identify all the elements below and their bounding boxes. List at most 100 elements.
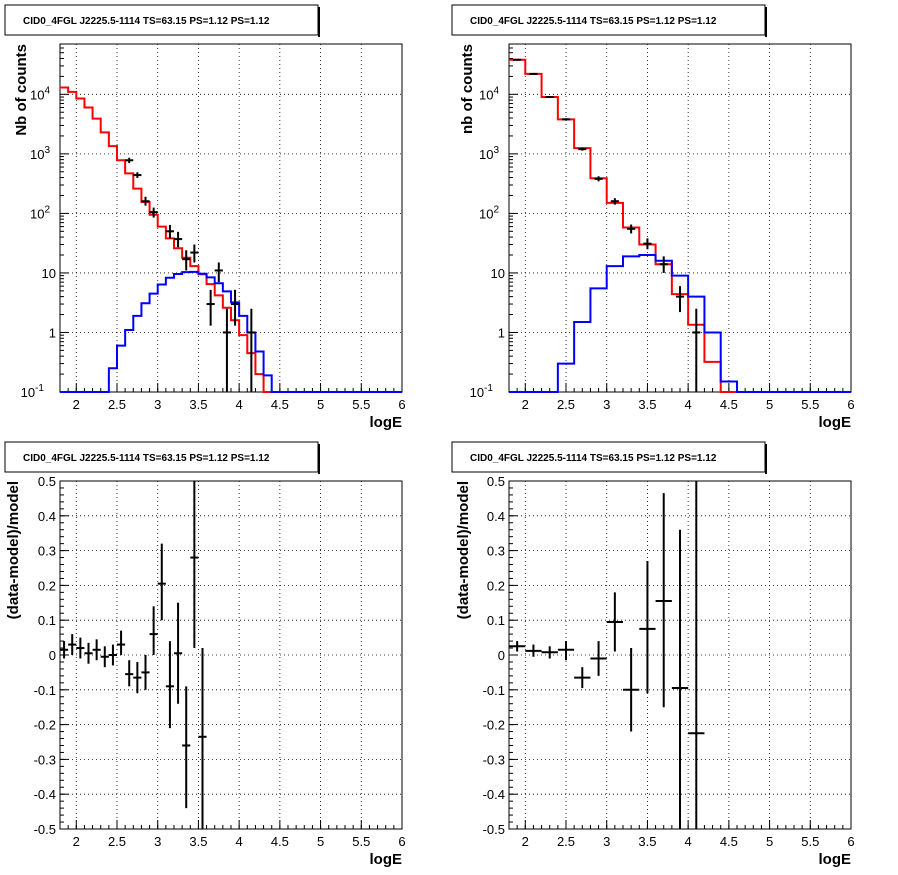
data-point: [60, 641, 69, 659]
x-tick-label: 3.5: [189, 834, 207, 849]
title-box: [4, 441, 319, 473]
x-tick-label: 4: [236, 397, 243, 412]
y-axis-label: Nb of counts: [13, 44, 30, 136]
y-tick-label: 102: [30, 204, 50, 221]
x-tick-label: 4.5: [271, 397, 289, 412]
x-tick-label: 4.5: [720, 834, 738, 849]
data-point: [639, 561, 656, 694]
chart-title: CID0_4FGL J2225.5-1114 TS=63.15 PS=1.12 …: [470, 453, 717, 464]
data-point: [675, 286, 685, 313]
data-point: [182, 250, 191, 271]
data-point: [108, 644, 117, 666]
plot-frame: [508, 43, 852, 393]
y-tick-label: -0.2: [483, 718, 505, 733]
title-box: [451, 441, 766, 473]
y-tick-label: 0.5: [487, 474, 505, 489]
chart-title: CID0_4FGL J2225.5-1114 TS=63.15 PS=1.12 …: [23, 453, 270, 464]
title-box: [451, 4, 766, 36]
data-point: [247, 308, 256, 392]
x-tick-label: 2: [522, 834, 529, 849]
data-point: [545, 96, 554, 99]
y-axis-label: nb of counts: [459, 44, 476, 134]
y-tick-label: 10: [491, 266, 505, 281]
y-tick-label: -0.3: [34, 752, 56, 767]
data-point: [541, 646, 558, 659]
x-tick-label: 5: [766, 397, 773, 412]
x-tick-label: 3: [154, 834, 161, 849]
data-point: [174, 231, 183, 248]
data-point: [100, 646, 109, 668]
data-point: [623, 648, 640, 732]
y-tick-label: -0.3: [483, 752, 505, 767]
y-tick-label: 104: [30, 85, 50, 102]
x-tick-label: 3.5: [638, 834, 656, 849]
x-tick-label: 6: [847, 397, 854, 412]
data-point: [182, 686, 191, 809]
y-tick-label: 10-1: [21, 383, 45, 400]
y-tick-label: 0.5: [38, 474, 56, 489]
x-tick-label: 2: [73, 397, 80, 412]
y-tick-label: 10-1: [470, 383, 494, 400]
title-box-shadow: [318, 7, 320, 37]
data-point: [165, 641, 174, 729]
title-box-shadow: [318, 444, 320, 474]
series-line-2: [60, 270, 402, 393]
data-point: [509, 641, 526, 652]
x-tick-label: 2.5: [108, 397, 126, 412]
data-point: [610, 198, 619, 205]
title-box-shadow: [765, 444, 767, 474]
x-tick-label: 5.5: [801, 834, 819, 849]
x-tick-label: 4.5: [271, 834, 289, 849]
title-box-shadow: [765, 7, 767, 37]
y-tick-label: -0.4: [34, 787, 56, 802]
title-box: [4, 4, 319, 36]
data-point: [149, 606, 158, 655]
x-tick-label: 2: [73, 834, 80, 849]
data-point: [557, 641, 575, 661]
data-point: [157, 543, 166, 621]
x-tick-label: 2.5: [108, 834, 126, 849]
data-point: [659, 256, 668, 273]
data-point: [578, 147, 587, 151]
y-tick-label: 104: [479, 85, 499, 102]
data-point: [141, 655, 150, 690]
y-tick-label: 0.3: [487, 544, 505, 559]
data-point: [206, 289, 215, 326]
x-tick-label: 3.5: [638, 397, 656, 412]
data-point: [92, 639, 101, 661]
data-point: [513, 58, 522, 61]
chart-title: CID0_4FGL J2225.5-1114 TS=63.15 PS=1.12 …: [470, 16, 717, 27]
y-tick-label: -0.2: [34, 718, 56, 733]
x-axis-label: logE: [819, 851, 852, 868]
data-point: [692, 308, 701, 392]
y-tick-label: 10: [42, 266, 56, 281]
x-tick-label: 5.5: [352, 834, 370, 849]
data-point: [190, 481, 199, 649]
y-tick-label: 0.3: [38, 544, 56, 559]
x-tick-label: 5.5: [352, 397, 370, 412]
y-tick-label: 0: [498, 648, 505, 663]
y-tick-label: 103: [30, 145, 50, 162]
data-point: [133, 661, 142, 694]
x-tick-label: 3: [603, 834, 610, 849]
chart-title: CID0_4FGL J2225.5-1114 TS=63.15 PS=1.12 …: [23, 16, 270, 27]
x-tick-label: 6: [398, 397, 405, 412]
y-tick-label: -0.5: [483, 822, 505, 837]
x-tick-label: 6: [847, 834, 854, 849]
data-point: [561, 118, 571, 121]
chart-panel-4: CID0_4FGL J2225.5-1114 TS=63.15 PS=1.12 …: [451, 441, 855, 868]
data-point: [133, 172, 142, 178]
data-point: [574, 667, 591, 689]
x-tick-label: 2: [522, 397, 529, 412]
x-axis-label: logE: [370, 851, 403, 868]
y-tick-label: 0.2: [487, 578, 505, 593]
chart-panel-3: CID0_4FGL J2225.5-1114 TS=63.15 PS=1.12 …: [4, 441, 406, 868]
x-axis-label: logE: [370, 414, 403, 431]
plot-frame: [59, 43, 403, 393]
data-point: [84, 642, 93, 664]
x-tick-label: 5: [317, 397, 324, 412]
x-tick-label: 3: [603, 397, 610, 412]
data-point: [174, 602, 183, 704]
x-tick-label: 4: [236, 834, 243, 849]
